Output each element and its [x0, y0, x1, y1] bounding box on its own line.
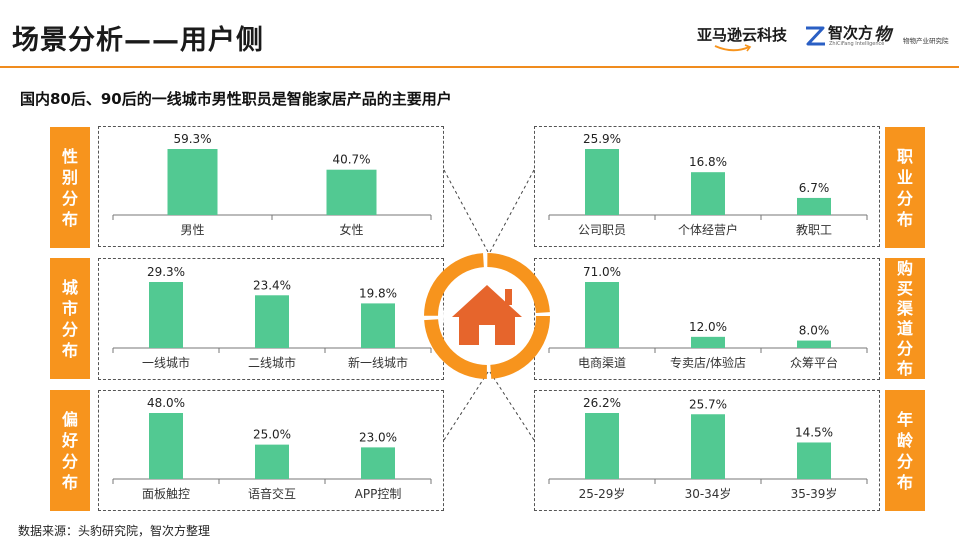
data-label: 25.7% [689, 397, 727, 411]
zhicifang-logo-text: 智次方 [828, 24, 874, 42]
chart-preference: 48.0% 面板触控 25.0% 语音交互 23.0% APP控制 [112, 396, 432, 501]
connector-line [443, 169, 489, 253]
category-label: 男性 [180, 223, 204, 237]
tag-city-label: 城市分布 [61, 277, 78, 360]
tag-channel-label: 购买渠道分布 [896, 258, 913, 378]
data-label: 19.8% [359, 286, 397, 300]
chart-city: 29.3% 一线城市 23.4% 二线城市 19.8% 新一线城市 [112, 265, 432, 370]
data-label: 40.7% [332, 153, 370, 167]
zhicifang-logo-icon [806, 26, 825, 46]
data-label: 12.0% [689, 320, 727, 334]
panel-preference: 48.0% 面板触控 25.0% 语音交互 23.0% APP控制 [98, 390, 444, 511]
bar [585, 282, 619, 348]
panel-gender: 59.3% 男性 40.7% 女性 [98, 126, 444, 247]
category-label: 30-34岁 [685, 486, 732, 501]
tag-preference-label: 偏好分布 [61, 409, 78, 492]
category-label: 语音交互 [248, 486, 296, 501]
bar [255, 295, 289, 348]
connector-line [443, 371, 489, 441]
bar [691, 414, 725, 479]
header-divider [0, 66, 959, 68]
category-label: 教职工 [796, 222, 832, 237]
category-label: 25-29岁 [579, 486, 626, 501]
data-label: 6.7% [799, 181, 830, 195]
panel-occupation: 25.9% 公司职员 16.8% 个体经营户 6.7% 教职工 [534, 126, 880, 247]
bar [149, 413, 183, 479]
bar [691, 172, 725, 215]
category-label: 众筹平台 [790, 355, 838, 370]
data-label: 29.3% [147, 265, 185, 279]
subtitle: 国内80后、90后的一线城市男性职员是智能家居产品的主要用户 [20, 90, 452, 108]
bar [691, 336, 725, 348]
bar [361, 447, 395, 479]
bar [167, 149, 218, 215]
category-label: 新一线城市 [348, 355, 408, 370]
data-label: 25.9% [583, 132, 621, 146]
data-label: 26.2% [583, 396, 621, 410]
panel-channel: 71.0% 电商渠道 12.0% 专卖店/体验店 8.0% 众筹平台 [534, 258, 880, 380]
data-label: 59.3% [173, 132, 211, 146]
bar [361, 303, 395, 348]
bar [585, 413, 619, 479]
category-label: 35-39岁 [791, 486, 838, 501]
tag-occupation: 职业分布 [885, 127, 925, 248]
category-label: 面板触控 [142, 487, 190, 501]
amazon-logo-text: 亚马逊云科技 [697, 26, 788, 44]
data-label: 23.4% [253, 278, 291, 292]
category-label: 个体经营户 [678, 222, 738, 237]
tag-preference: 偏好分布 [50, 390, 90, 511]
wulian-logo-text: 物 [874, 25, 891, 45]
bar [585, 149, 619, 215]
connector-line [489, 169, 535, 253]
header: 场景分析——用户侧 亚马逊云科技 智次方 ZhiCiFang Intellige… [0, 0, 959, 68]
tag-occupation-label: 职业分布 [896, 146, 913, 229]
category-label: APP控制 [355, 487, 402, 501]
data-label: 48.0% [147, 396, 185, 410]
data-label: 71.0% [583, 265, 621, 279]
bar [255, 444, 289, 479]
bar [797, 340, 831, 348]
connector-line [489, 371, 535, 441]
category-label: 一线城市 [142, 355, 190, 370]
category-label: 专卖店/体验店 [670, 355, 746, 370]
chart-gender: 59.3% 男性 40.7% 女性 [112, 132, 432, 237]
data-label: 25.0% [253, 428, 291, 442]
data-label: 14.5% [795, 425, 833, 439]
tag-age-label: 年龄分布 [896, 409, 913, 492]
data-label: 8.0% [799, 324, 830, 338]
data-label: 23.0% [359, 430, 397, 444]
panel-age: 26.2% 25-29岁 25.7% 30-34岁 14.5% 35-39岁 [534, 390, 880, 511]
bar [797, 197, 831, 215]
category-label: 女性 [339, 222, 363, 237]
tag-gender-label: 性别分布 [61, 146, 78, 229]
tag-city: 城市分布 [50, 258, 90, 379]
data-source-note: 数据来源：头豹研究院，智次方整理 [18, 524, 211, 538]
category-label: 电商渠道 [578, 355, 626, 370]
page-title: 场景分析——用户侧 [12, 25, 264, 56]
panel-city: 29.3% 一线城市 23.4% 二线城市 19.8% 新一线城市 [98, 258, 444, 380]
zhicifang-logo-subtext: ZhiCiFang Intelligence [829, 41, 885, 47]
chart-occupation: 25.9% 公司职员 16.8% 个体经营户 6.7% 教职工 [548, 132, 868, 237]
tag-channel: 购买渠道分布 [885, 258, 925, 379]
chart-channel: 71.0% 电商渠道 12.0% 专卖店/体验店 8.0% 众筹平台 [548, 265, 868, 370]
tag-gender: 性别分布 [50, 127, 90, 248]
bar [797, 442, 831, 479]
category-label: 二线城市 [248, 355, 296, 370]
bar [326, 169, 377, 215]
category-label: 公司职员 [578, 223, 626, 237]
wulian-logo-subtext: 物物产业研究院 [903, 37, 949, 45]
data-label: 16.8% [689, 155, 727, 169]
amazon-smile-icon [714, 44, 752, 52]
home-icon [424, 253, 550, 379]
tag-age: 年龄分布 [885, 390, 925, 511]
chart-age: 26.2% 25-29岁 25.7% 30-34岁 14.5% 35-39岁 [548, 396, 868, 501]
bar [149, 282, 183, 348]
